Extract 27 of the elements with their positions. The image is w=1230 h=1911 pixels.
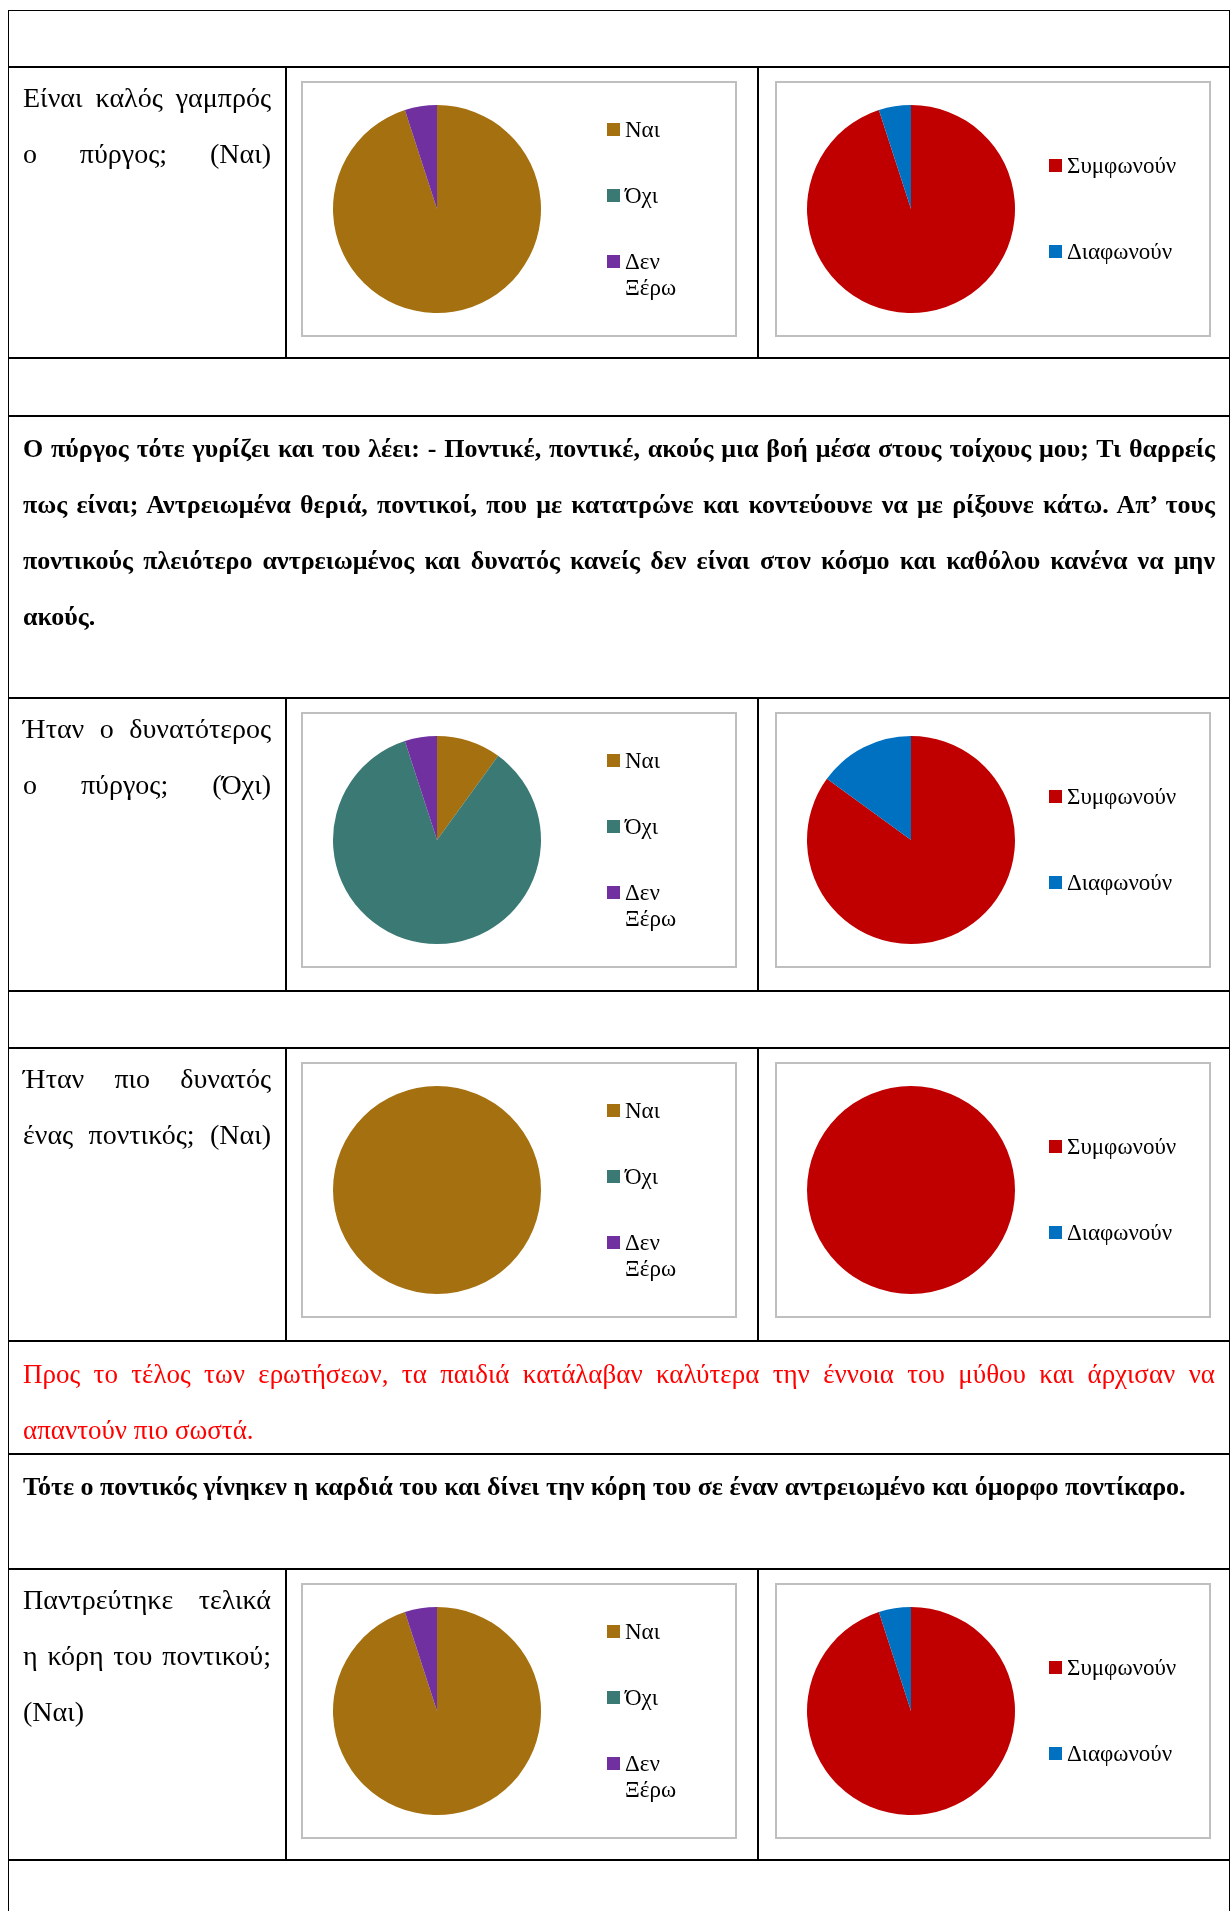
legend-label: Ναι bbox=[625, 748, 660, 774]
legend-label: Δεν Ξέρω bbox=[625, 249, 678, 301]
text: Είναι καλός γαμπρός ο πύργος; (Ναι) bbox=[23, 81, 271, 171]
legend-label: Δεν Ξέρω bbox=[625, 1751, 678, 1803]
text: Ήταν πιο δυνατός ένας ποντικός; (Ναι) bbox=[23, 1062, 271, 1152]
legend-label: Διαφωνούν bbox=[1067, 1220, 1173, 1246]
legend-label: Συμφωνούν bbox=[1067, 1655, 1177, 1681]
legend-label: Συμφωνούν bbox=[1067, 153, 1177, 179]
legend-label: Ναι bbox=[625, 117, 660, 143]
legend-label: Συμφωνούν bbox=[1067, 784, 1177, 810]
legend-label: Δεν Ξέρω bbox=[625, 1230, 678, 1282]
text: Ήταν ο δυνατότερος ο πύργος; (Όχι) bbox=[23, 712, 271, 802]
legend-label: Διαφωνούν bbox=[1067, 870, 1173, 896]
legend-label: Συμφωνούν bbox=[1067, 1134, 1177, 1160]
legend-label: Ναι bbox=[625, 1098, 660, 1124]
legend-label: Όχι bbox=[625, 1685, 659, 1711]
legend-label: Δεν Ξέρω bbox=[625, 880, 678, 932]
legend-label: Διαφωνούν bbox=[1067, 239, 1173, 265]
legend-label: Διαφωνούν bbox=[1067, 1741, 1173, 1767]
legend-label: Όχι bbox=[625, 1164, 659, 1190]
text: Παντρεύτηκε τελικά η κόρη του ποντικού; (Ναι) bbox=[23, 1583, 271, 1729]
legend-label: Ναι bbox=[625, 1619, 660, 1645]
legend-label: Όχι bbox=[625, 183, 659, 209]
text: Τότε ο ποντικός γίνηκεν η καρδιά του και δίνει την κόρη του σε έναν αντρειωμένο και όμορφο ποντίκαρο. bbox=[23, 1471, 1187, 1503]
text: Προς το τέλος των ερωτήσεων, τα παιδιά κατάλαβαν καλύτερα την έννοια του μύθου και άρχισαν να απαντούν πιο σωστά. bbox=[23, 1358, 1215, 1447]
text: Ο πύργος τότε γυρίζει και του λέει: - Ποντικέ, ποντικέ, ακούς μια βοή μέσα στους τοίχους μου; Τι θαρρείς πως είναι; Αντρειωμένα θεριά, ποντικοί, που με κατατρώνε και κοντεύουνε να με ρίξουνε κάτω. Απ’ τους ποντικούς πλειότερο αντρειωμένος και δυνατός κανείς δεν είναι στον κόσμο και καθόλου κανένα να μην ακούς. bbox=[23, 433, 1215, 633]
legend-label: Όχι bbox=[625, 814, 659, 840]
